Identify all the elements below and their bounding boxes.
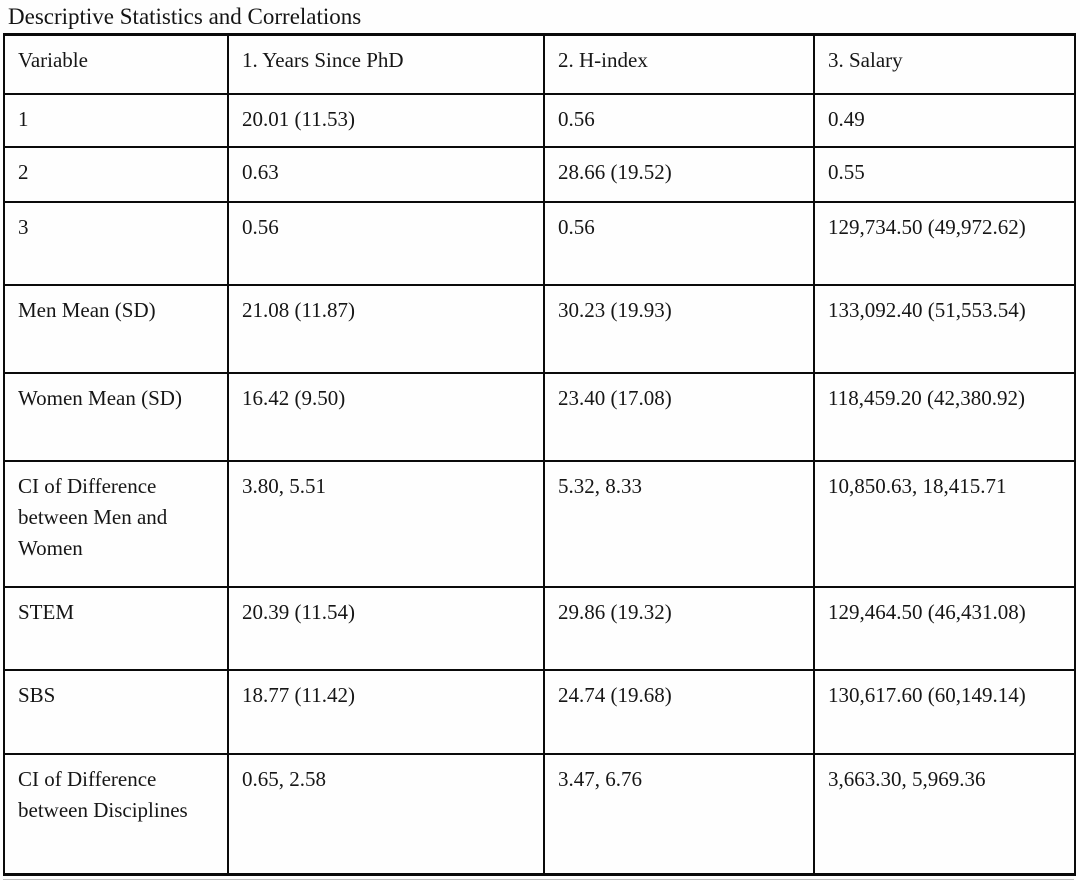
cell: 23.40 (17.08) bbox=[543, 371, 815, 462]
column-header-variable: Variable bbox=[3, 33, 229, 95]
column-header-salary: 3. Salary bbox=[813, 33, 1076, 95]
cell: 0.65, 2.58 bbox=[227, 752, 545, 876]
cell: 129,464.50 (46,431.08) bbox=[813, 585, 1076, 671]
column-header-years-since-phd: 1. Years Since PhD bbox=[227, 33, 545, 95]
cell: 10,850.63, 18,415.71 bbox=[813, 459, 1076, 588]
cell: 0.56 bbox=[543, 92, 815, 148]
cell: 0.55 bbox=[813, 145, 1076, 203]
cell: 5.32, 8.33 bbox=[543, 459, 815, 588]
column-header-h-index: 2. H-index bbox=[543, 33, 815, 95]
cell: 20.01 (11.53) bbox=[227, 92, 545, 148]
cell: 130,617.60 (60,149.14) bbox=[813, 668, 1076, 755]
cell: 3,663.30, 5,969.36 bbox=[813, 752, 1076, 876]
descriptive-statistics-table: Variable 1. Years Since PhD 2. H-index 3… bbox=[3, 33, 1076, 876]
table-row: 2 0.63 28.66 (19.52) 0.55 bbox=[3, 145, 1076, 203]
row-label: STEM bbox=[3, 585, 229, 671]
table-row: CI of Difference between Disciplines 0.6… bbox=[3, 752, 1076, 876]
row-label: CI of Difference between Disciplines bbox=[3, 752, 229, 876]
cell: 28.66 (19.52) bbox=[543, 145, 815, 203]
cell: 129,734.50 (49,972.62) bbox=[813, 200, 1076, 286]
cell: 21.08 (11.87) bbox=[227, 283, 545, 374]
table-title: Descriptive Statistics and Correlations bbox=[8, 4, 362, 29]
cell: 0.56 bbox=[543, 200, 815, 286]
cell: 30.23 (19.93) bbox=[543, 283, 815, 374]
row-label: 1 bbox=[3, 92, 229, 148]
cell: 0.56 bbox=[227, 200, 545, 286]
cell: 24.74 (19.68) bbox=[543, 668, 815, 755]
cell: 133,092.40 (51,553.54) bbox=[813, 283, 1076, 374]
row-label: Women Mean (SD) bbox=[3, 371, 229, 462]
row-label: SBS bbox=[3, 668, 229, 755]
cell: 18.77 (11.42) bbox=[227, 668, 545, 755]
cell: 0.49 bbox=[813, 92, 1076, 148]
table-row: STEM 20.39 (11.54) 29.86 (19.32) 129,464… bbox=[3, 585, 1076, 671]
cell: 16.42 (9.50) bbox=[227, 371, 545, 462]
header-row: Variable 1. Years Since PhD 2. H-index 3… bbox=[3, 33, 1076, 95]
row-label: 3 bbox=[3, 200, 229, 286]
table-row: 3 0.56 0.56 129,734.50 (49,972.62) bbox=[3, 200, 1076, 286]
table-row: SBS 18.77 (11.42) 24.74 (19.68) 130,617.… bbox=[3, 668, 1076, 755]
row-label: CI of Difference between Men and Women bbox=[3, 459, 229, 588]
cell: 29.86 (19.32) bbox=[543, 585, 815, 671]
cell: 118,459.20 (42,380.92) bbox=[813, 371, 1076, 462]
table-row: 1 20.01 (11.53) 0.56 0.49 bbox=[3, 92, 1076, 148]
table-row: Women Mean (SD) 16.42 (9.50) 23.40 (17.0… bbox=[3, 371, 1076, 462]
cell: 3.47, 6.76 bbox=[543, 752, 815, 876]
row-label: Men Mean (SD) bbox=[3, 283, 229, 374]
cell: 20.39 (11.54) bbox=[227, 585, 545, 671]
cell: 3.80, 5.51 bbox=[227, 459, 545, 588]
table-row: Men Mean (SD) 21.08 (11.87) 30.23 (19.93… bbox=[3, 283, 1076, 374]
row-label: 2 bbox=[3, 145, 229, 203]
table-row: CI of Difference between Men and Women 3… bbox=[3, 459, 1076, 588]
cell: 0.63 bbox=[227, 145, 545, 203]
